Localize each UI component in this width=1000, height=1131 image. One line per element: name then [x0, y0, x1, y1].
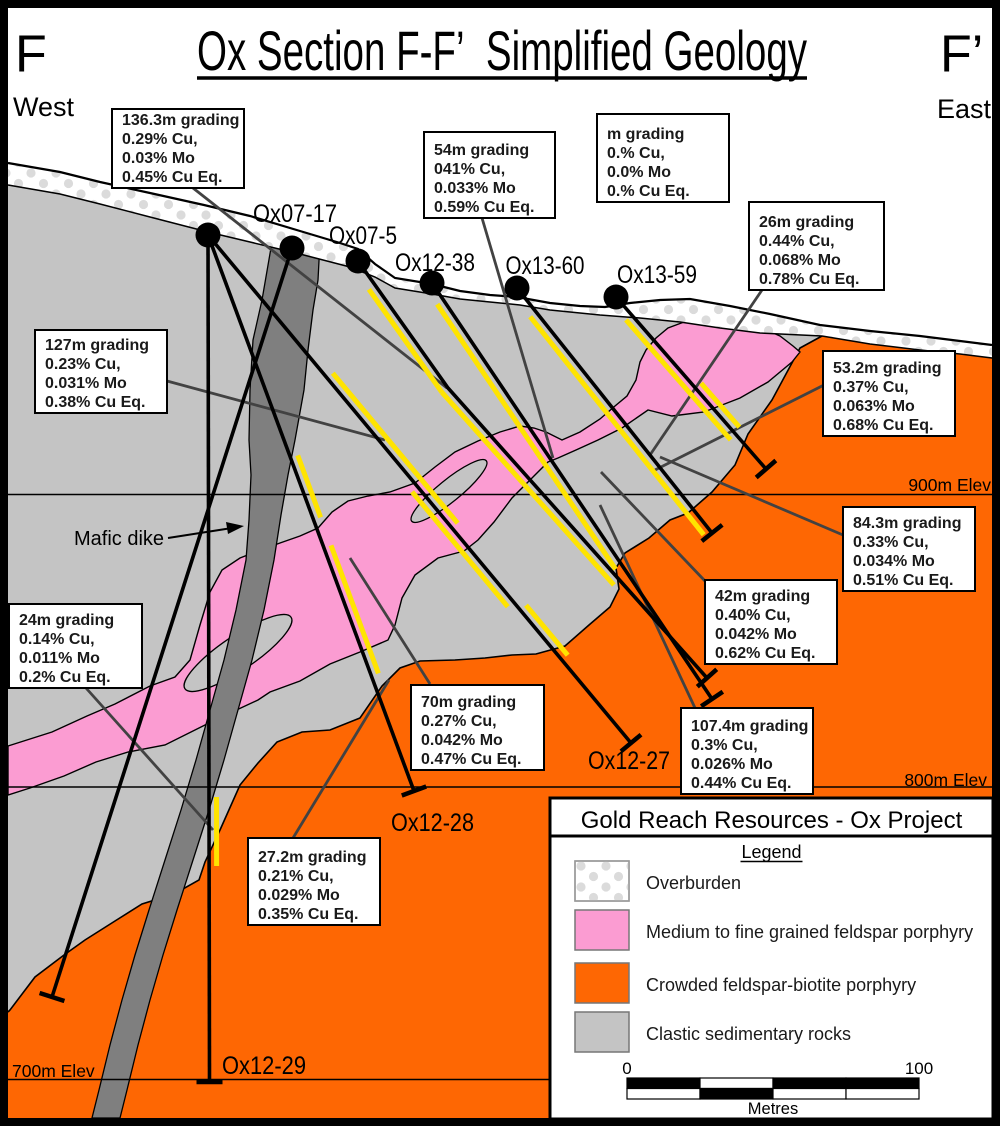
- svg-text:0.042% Mo: 0.042% Mo: [421, 732, 503, 749]
- svg-text:136.3m grading: 136.3m grading: [122, 112, 239, 129]
- svg-text:107.4m grading: 107.4m grading: [691, 718, 808, 735]
- svg-text:East: East: [937, 94, 992, 124]
- svg-text:0.62% Cu Eq.: 0.62% Cu Eq.: [715, 645, 815, 662]
- svg-text:Gold Reach Resources - Ox Proj: Gold Reach Resources - Ox Project: [581, 807, 963, 834]
- svg-text:Ox12-38: Ox12-38: [395, 249, 475, 277]
- svg-text:Ox07-17: Ox07-17: [253, 200, 337, 228]
- svg-text:Ox13-60: Ox13-60: [506, 252, 585, 280]
- svg-text:0.034% Mo: 0.034% Mo: [853, 553, 935, 570]
- svg-text:0.44% Cu Eq.: 0.44% Cu Eq.: [691, 775, 791, 792]
- svg-text:Ox13-59: Ox13-59: [617, 261, 697, 289]
- svg-text:0.068% Mo: 0.068% Mo: [759, 252, 841, 269]
- svg-text:0.44% Cu,: 0.44% Cu,: [759, 233, 835, 250]
- svg-text:84.3m grading: 84.3m grading: [853, 515, 961, 532]
- svg-text:0: 0: [622, 1059, 631, 1078]
- svg-text:0.33% Cu,: 0.33% Cu,: [853, 534, 929, 551]
- svg-text:0.27% Cu,: 0.27% Cu,: [421, 713, 497, 730]
- svg-text:Ox12-27: Ox12-27: [588, 747, 670, 775]
- svg-text:0.063% Mo: 0.063% Mo: [833, 398, 915, 415]
- svg-text:Ox Section F-F’ Simplified Ge: Ox Section F-F’ Simplified Geology: [197, 19, 807, 82]
- svg-text:0.011% Mo: 0.011% Mo: [19, 650, 100, 667]
- svg-text:100: 100: [905, 1059, 933, 1078]
- svg-text:0.2% Cu Eq.: 0.2% Cu Eq.: [19, 669, 111, 686]
- svg-text:0.042% Mo: 0.042% Mo: [715, 626, 797, 643]
- svg-text:0.37% Cu,: 0.37% Cu,: [833, 379, 909, 396]
- svg-text:0.59% Cu Eq.: 0.59% Cu Eq.: [434, 199, 534, 216]
- svg-text:Metres: Metres: [748, 1100, 798, 1118]
- svg-text:0.45% Cu Eq.: 0.45% Cu Eq.: [122, 169, 222, 186]
- svg-text:700m Elev: 700m Elev: [12, 1061, 95, 1081]
- svg-text:Medium to fine grained feldspa: Medium to fine grained feldspar porphyry: [646, 922, 973, 942]
- svg-text:800m Elev: 800m Elev: [904, 770, 987, 790]
- svg-text:0.03% Mo: 0.03% Mo: [122, 150, 195, 167]
- svg-text:0.29% Cu,: 0.29% Cu,: [122, 131, 198, 148]
- svg-text:0.35% Cu Eq.: 0.35% Cu Eq.: [258, 906, 358, 923]
- svg-text:0.0% Mo: 0.0% Mo: [607, 164, 671, 181]
- svg-text:Ox12-28: Ox12-28: [391, 809, 474, 837]
- svg-text:27.2m grading: 27.2m grading: [258, 849, 366, 866]
- svg-text:0.031% Mo: 0.031% Mo: [45, 375, 127, 392]
- svg-text:0.3% Cu,: 0.3% Cu,: [691, 737, 758, 754]
- svg-text:900m Elev: 900m Elev: [908, 475, 991, 495]
- svg-text:0.78% Cu Eq.: 0.78% Cu Eq.: [759, 271, 859, 288]
- svg-text:26m grading: 26m grading: [759, 214, 854, 231]
- svg-text:Legend: Legend: [741, 842, 801, 862]
- svg-text:54m grading: 54m grading: [434, 142, 529, 159]
- svg-text:Mafic dike: Mafic dike: [74, 528, 164, 550]
- svg-text:0.% Cu Eq.: 0.% Cu Eq.: [607, 183, 690, 200]
- svg-text:0.68% Cu Eq.: 0.68% Cu Eq.: [833, 417, 933, 434]
- svg-text:m grading: m grading: [607, 126, 684, 143]
- svg-text:0.47% Cu Eq.: 0.47% Cu Eq.: [421, 751, 521, 768]
- svg-text:0.14% Cu,: 0.14% Cu,: [19, 631, 95, 648]
- svg-text:0.23% Cu,: 0.23% Cu,: [45, 356, 121, 373]
- svg-text:Ox07-5: Ox07-5: [329, 222, 397, 250]
- svg-text:Clastic sedimentary rocks: Clastic sedimentary rocks: [646, 1024, 851, 1044]
- svg-text:0.51% Cu Eq.: 0.51% Cu Eq.: [853, 572, 953, 589]
- svg-text:Overburden: Overburden: [646, 873, 741, 893]
- svg-text:0.029% Mo: 0.029% Mo: [258, 887, 340, 904]
- svg-text:0.% Cu,: 0.% Cu,: [607, 145, 665, 162]
- svg-text:Crowded feldspar-biotite porph: Crowded feldspar-biotite porphyry: [646, 975, 916, 995]
- svg-text:0.40% Cu,: 0.40% Cu,: [715, 607, 791, 624]
- svg-text:041% Cu,: 041% Cu,: [434, 161, 505, 178]
- svg-text:42m grading: 42m grading: [715, 588, 810, 605]
- svg-text:0.033% Mo: 0.033% Mo: [434, 180, 516, 197]
- svg-text:F’: F’: [940, 26, 983, 84]
- svg-text:24m grading: 24m grading: [19, 612, 114, 629]
- svg-text:127m grading: 127m grading: [45, 337, 149, 354]
- svg-text:West: West: [13, 92, 75, 122]
- svg-text:0.38% Cu Eq.: 0.38% Cu Eq.: [45, 394, 145, 411]
- svg-text:70m grading: 70m grading: [421, 694, 516, 711]
- svg-text:0.026% Mo: 0.026% Mo: [691, 756, 773, 773]
- svg-text:Ox12-29: Ox12-29: [222, 1052, 306, 1080]
- svg-text:53.2m grading: 53.2m grading: [833, 360, 941, 377]
- svg-text:F: F: [15, 26, 47, 84]
- svg-text:0.21% Cu,: 0.21% Cu,: [258, 868, 334, 885]
